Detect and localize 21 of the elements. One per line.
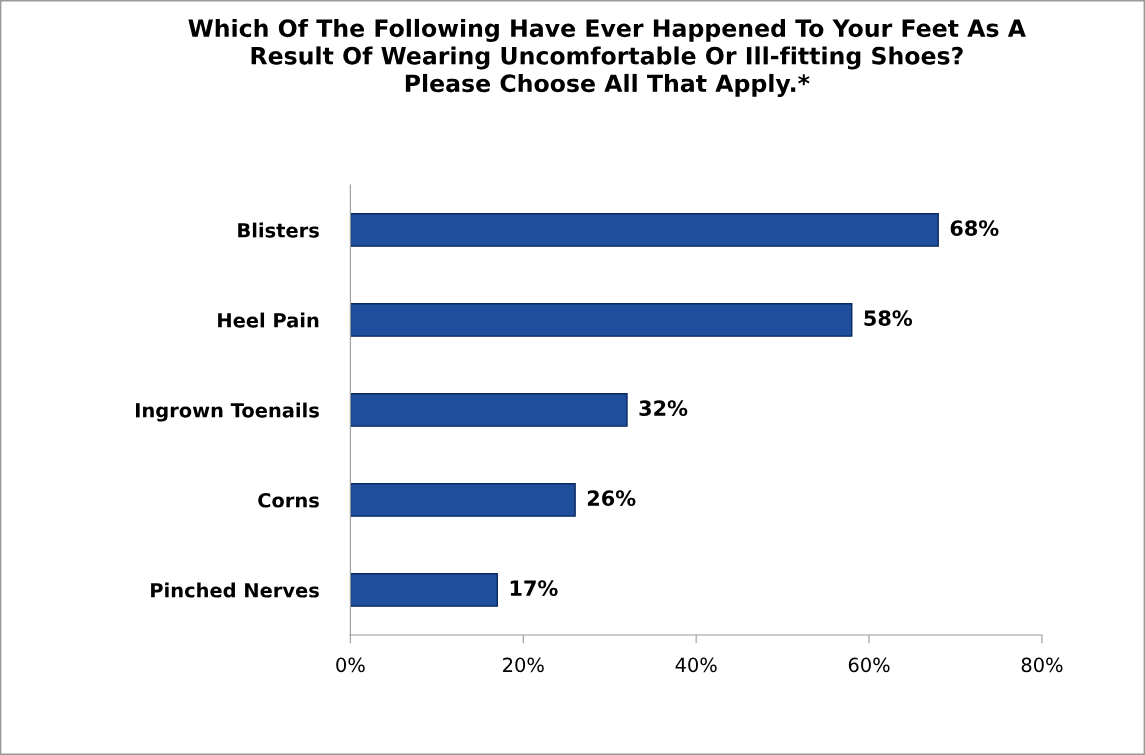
y-tick-label: Pinched Nerves (151, 582, 319, 598)
chart-title: Which Of The Following Have Ever Happened To Your Feet As A Result Of Wearing Uncomfortable Or Ill-fitting Shoes? Please Choose All That Apply.* (188, 18, 1026, 97)
bar (350, 303, 853, 337)
x-tick-label: 80% (1021, 657, 1063, 673)
y-tick-label: Blisters (238, 222, 319, 238)
y-tick-label: Corns (258, 492, 319, 508)
data-label: 58% (864, 310, 913, 327)
data-label: 32% (639, 400, 688, 417)
x-tick-label: 60% (848, 657, 890, 673)
data-label: 68% (950, 220, 999, 237)
bar (350, 213, 939, 247)
data-label: 26% (587, 490, 636, 507)
data-label: 17% (510, 580, 558, 596)
y-tick-label: Heel Pain (218, 312, 319, 328)
x-tick-label: 40% (675, 657, 717, 673)
y-tick-label: Ingrown Toenails (135, 402, 319, 422)
x-tick-label: 0% (336, 657, 365, 673)
x-tick-label: 20% (503, 657, 544, 673)
bar (350, 393, 628, 427)
bar (350, 573, 499, 607)
bar (350, 483, 576, 517)
